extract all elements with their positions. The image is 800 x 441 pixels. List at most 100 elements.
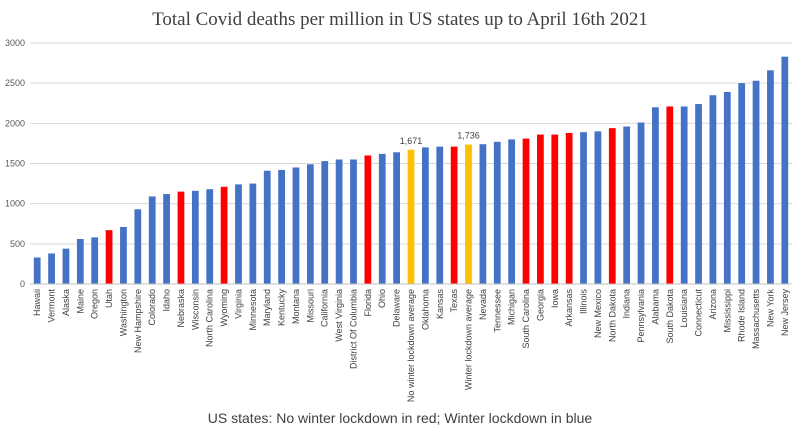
- x-tick-label: Arkansas: [564, 289, 574, 327]
- bar-colorado: [148, 196, 156, 284]
- x-tick-label: Kentucky: [277, 289, 287, 327]
- x-tick-label: Kansas: [435, 289, 445, 320]
- y-tick-label: 0: [20, 279, 25, 289]
- x-tick-label: New Mexico: [593, 289, 603, 338]
- bar-alabama: [652, 107, 659, 285]
- x-tick-label: Nebraska: [176, 289, 186, 328]
- bar-maryland: [263, 170, 271, 284]
- bar-delaware: [393, 152, 401, 284]
- x-tick-label: Rhode Island: [737, 289, 747, 342]
- x-tick-label: Oklahoma: [420, 289, 430, 330]
- x-tick-label: Massachusetts: [751, 289, 761, 350]
- bar-missouri: [306, 164, 314, 284]
- y-tick-label: 500: [10, 239, 25, 249]
- bar-new-mexico: [594, 131, 602, 284]
- bar-new-jersey: [781, 56, 789, 285]
- bar-kentucky: [278, 169, 285, 284]
- bar-district-of-columbia: [350, 159, 357, 284]
- x-tick-label: Iowa: [550, 289, 560, 308]
- bar-pennsylvania: [637, 122, 645, 284]
- x-tick-label: Connecticut: [694, 289, 704, 337]
- x-tick-label: Hawaii: [32, 289, 42, 316]
- bar-new-hampshire: [134, 209, 142, 284]
- x-tick-label: Maine: [75, 289, 85, 314]
- bar-wyoming: [220, 186, 228, 284]
- y-tick-label: 2000: [5, 118, 25, 128]
- x-tick-label: Washington: [118, 289, 128, 336]
- bar-south-dakota: [666, 106, 674, 284]
- bar-georgia: [537, 134, 544, 284]
- bar-florida: [364, 155, 372, 284]
- x-tick-label: Michigan: [507, 289, 517, 325]
- x-tick-label: Pennsylvania: [636, 289, 646, 343]
- x-tick-label: New Jersey: [780, 289, 790, 337]
- x-tick-label: North Dakota: [607, 289, 617, 342]
- data-labels: 1,671 1,736: [400, 131, 480, 146]
- x-tick-label: Alabama: [650, 289, 660, 325]
- x-tick-label: Oregon: [90, 289, 100, 319]
- x-tick-label: Vermont: [47, 289, 57, 323]
- bars: [33, 56, 789, 285]
- x-tick-label: Virginia: [233, 289, 243, 319]
- bar-idaho: [163, 194, 170, 284]
- bar-west-virginia: [335, 159, 343, 284]
- x-tick-label: Mississippi: [722, 289, 732, 333]
- bar-connecticut: [695, 104, 702, 284]
- bar-texas: [450, 146, 458, 284]
- bar-new-york: [767, 70, 774, 285]
- x-tick-label: West Virginia: [334, 289, 344, 342]
- bar-ohio: [378, 153, 386, 284]
- x-tick-label: Colorado: [147, 289, 157, 326]
- bar-wisconsin: [191, 190, 199, 284]
- bar-winter-lockdown-average: [465, 144, 472, 284]
- x-tick-label: Nevada: [478, 289, 488, 320]
- x-tick-label: Louisiana: [679, 289, 689, 328]
- bar-vermont: [48, 253, 55, 284]
- y-tick-label: 2500: [5, 78, 25, 88]
- bar-hawaii: [33, 257, 41, 284]
- bar-california: [321, 161, 329, 284]
- y-tick-label: 1000: [5, 199, 25, 209]
- bar-nevada: [479, 144, 487, 284]
- bar-minnesota: [249, 183, 257, 284]
- bar-illinois: [580, 132, 587, 284]
- bar-indiana: [623, 126, 631, 285]
- x-tick-label: South Dakota: [665, 289, 675, 344]
- x-tick-label: Winter lockdown average: [464, 289, 474, 390]
- bar-michigan: [508, 139, 516, 284]
- bar-no-winter-lockdown-average: [407, 149, 415, 284]
- x-tick-label: Wyoming: [219, 289, 229, 326]
- x-axis-labels: Hawaii Vermont Alaska Maine Oregon Utah Washin…: [32, 289, 790, 403]
- x-tick-label: Montana: [291, 289, 301, 324]
- bar-louisiana: [680, 106, 688, 284]
- bar-nebraska: [177, 191, 185, 284]
- x-tick-label: Alaska: [61, 289, 71, 316]
- y-tick-label: 3000: [5, 38, 25, 48]
- x-tick-label: New York: [765, 289, 775, 328]
- y-tick-label: 1500: [5, 159, 25, 169]
- x-tick-label: Maryland: [262, 289, 272, 326]
- bar-washington: [120, 226, 127, 284]
- x-tick-label: No winter lockdown average: [406, 289, 416, 402]
- bar-alaska: [62, 248, 70, 284]
- x-tick-label: Missouri: [305, 289, 315, 323]
- x-tick-label: Illinois: [579, 289, 589, 315]
- x-tick-label: South Carolina: [521, 289, 531, 349]
- x-tick-label: New Hampshire: [133, 289, 143, 353]
- bar-north-carolina: [206, 189, 214, 284]
- data-label: 1,736: [457, 131, 480, 141]
- bar-oklahoma: [421, 147, 429, 284]
- bar-massachusetts: [752, 80, 760, 284]
- bar-south-carolina: [522, 138, 530, 284]
- x-tick-label: Idaho: [162, 289, 172, 312]
- bar-oregon: [91, 237, 99, 284]
- bar-virginia: [235, 184, 242, 284]
- bar-montana: [292, 167, 300, 284]
- x-tick-label: District Of Columbia: [348, 289, 358, 369]
- bar-arkansas: [565, 132, 573, 284]
- bar-north-dakota: [608, 128, 616, 284]
- bar-rhode-island: [738, 83, 746, 285]
- x-tick-label: Texas: [449, 289, 459, 313]
- bar-mississippi: [723, 92, 731, 285]
